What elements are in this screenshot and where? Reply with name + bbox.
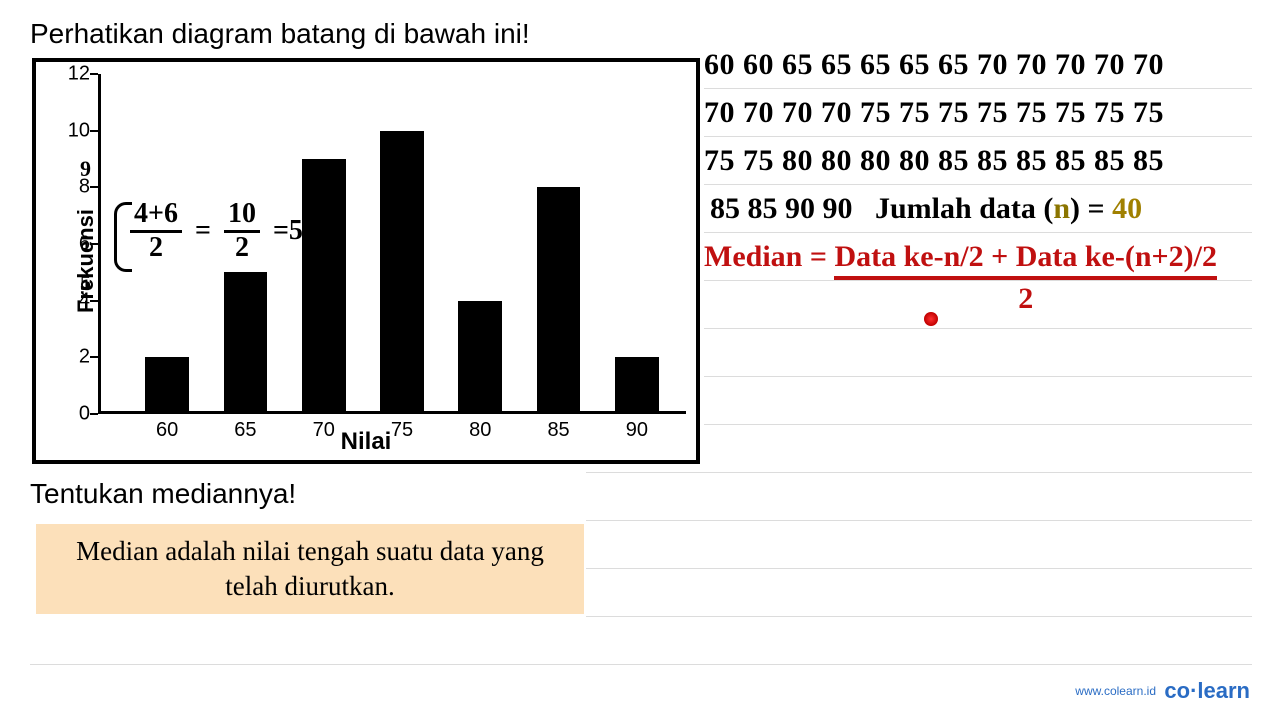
x-tick-label: 90 [626, 419, 648, 442]
y-tick [90, 300, 98, 302]
y-tick [90, 356, 98, 358]
bar [224, 272, 268, 414]
frac1-top: 4+6 [130, 199, 182, 233]
median-formula: Median = Data ke-n/2 + Data ke-(n+2)/2 2 [704, 240, 1217, 316]
y-tick [90, 186, 98, 188]
bar [380, 131, 424, 414]
bar-chart-frame: Frekuensi Nilai 02468101260657075808590 … [32, 58, 700, 464]
y-tick [90, 243, 98, 245]
calc-result: =5 [267, 215, 309, 246]
sorted-data-row-3: 75 75 80 80 80 80 85 85 85 85 85 85 [704, 144, 1164, 178]
y-tick [90, 130, 98, 132]
hand-ytick-9: 9 [80, 156, 91, 182]
y-tick-label: 12 [60, 63, 90, 86]
y-axis-line [98, 74, 101, 414]
x-axis-label: Nilai [341, 428, 392, 456]
y-tick-label: 2 [60, 346, 90, 369]
bar [458, 301, 502, 414]
n-symbol: n [1053, 192, 1070, 225]
median-numerator: Data ke-n/2 + Data ke-(n+2)/2 [834, 240, 1217, 280]
frac2-top: 10 [224, 199, 260, 233]
x-tick-label: 75 [391, 419, 413, 442]
page-title: Perhatikan diagram batang di bawah ini! [30, 18, 530, 50]
sorted-data-row-4-and-n: 85 85 90 90 Jumlah data (n) = 40 [710, 192, 1142, 226]
hand-calculation: 4+62 = 102 =5 [130, 198, 309, 264]
median-label: Median = [704, 240, 834, 273]
n-value: 40 [1112, 192, 1142, 225]
frac2-bot: 2 [224, 233, 260, 264]
subtitle: Tentukan mediannya! [30, 478, 296, 510]
n-label-suffix: ) = [1070, 192, 1112, 225]
x-tick-label: 65 [234, 419, 256, 442]
x-tick-label: 60 [156, 419, 178, 442]
brand-logo: co·learn [1164, 678, 1250, 704]
hand-ytick-5: 5 [80, 270, 91, 296]
x-tick-label: 70 [313, 419, 335, 442]
n-label-prefix: Jumlah data ( [875, 192, 1053, 225]
y-tick [90, 413, 98, 415]
y-tick-label: 6 [60, 233, 90, 256]
laser-pointer-dot [924, 312, 938, 326]
sorted-tail: 85 85 90 90 [710, 192, 853, 225]
median-denominator: 2 [834, 282, 1217, 316]
sorted-data-row-1: 60 60 65 65 65 65 65 70 70 70 70 70 [704, 48, 1164, 82]
sorted-data-row-2: 70 70 70 70 75 75 75 75 75 75 75 75 [704, 96, 1164, 130]
median-definition-box: Median adalah nilai tengah suatu data ya… [36, 524, 584, 614]
ruled-paper-area [704, 40, 1252, 680]
y-tick [90, 73, 98, 75]
bar [615, 357, 659, 414]
x-tick-label: 85 [547, 419, 569, 442]
bar [145, 357, 189, 414]
y-tick-label: 0 [60, 403, 90, 426]
bar [537, 187, 581, 414]
y-tick-label: 10 [60, 119, 90, 142]
x-tick-label: 80 [469, 419, 491, 442]
frac1-bot: 2 [130, 233, 182, 264]
footer-url: www.colearn.id [1075, 684, 1156, 698]
